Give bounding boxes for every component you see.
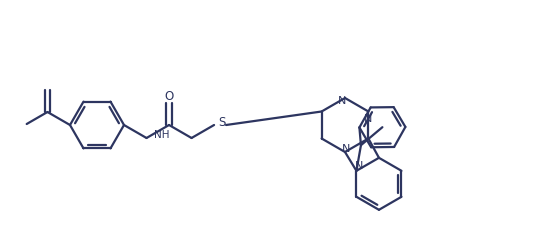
Text: N: N — [338, 96, 346, 106]
Text: O: O — [165, 90, 173, 103]
Text: N: N — [342, 144, 350, 154]
Text: N: N — [364, 113, 373, 124]
Text: NH: NH — [153, 130, 169, 140]
Text: N: N — [355, 161, 363, 171]
Text: S: S — [218, 117, 225, 130]
